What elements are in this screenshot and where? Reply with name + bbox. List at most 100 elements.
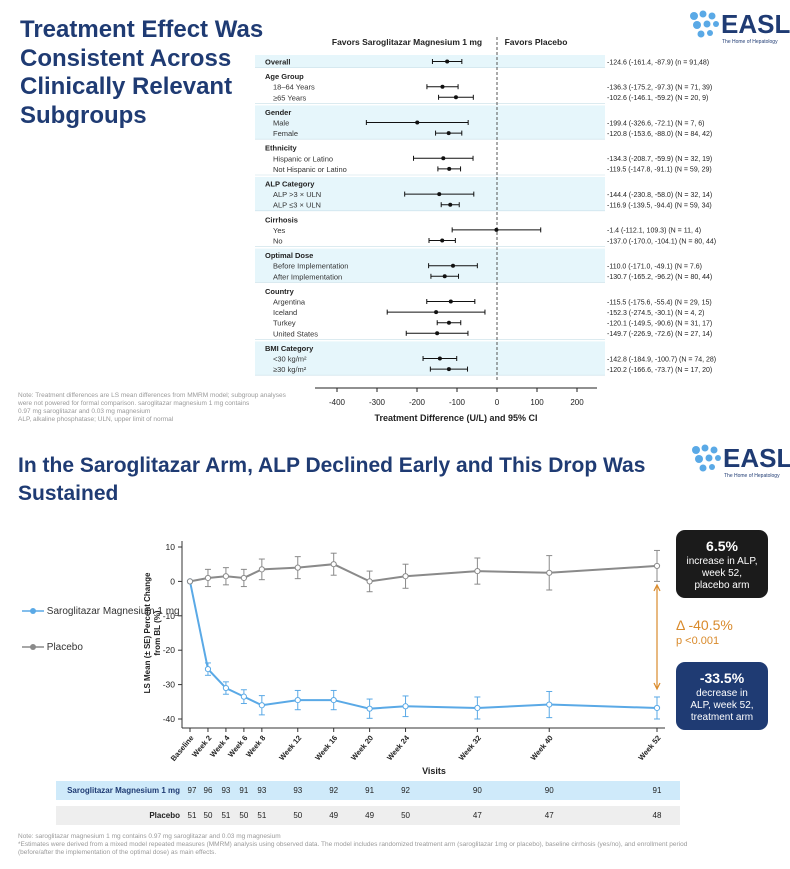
slide2-note: Note: saroglitazar magnesium 1 mg contai… [18,833,778,857]
group-band [255,55,605,68]
y-tick-label: 10 [166,542,176,552]
note-line: 0.97 mg saroglitazar and 0.03 mg magnesi… [18,408,151,415]
data-point [402,573,409,580]
point-estimate [448,299,453,304]
subgroup-label: ALP ≤3 × ULN [273,201,321,210]
estimate-text: -102.6 (-146.1, -59.2) (N = 20, 9) [607,95,708,102]
legend-line-icon [22,644,44,651]
callout-placebo: 6.5% increase in ALP, week 52, placebo a… [676,530,768,598]
point-estimate [434,310,439,315]
point-estimate [448,202,453,207]
estimate-text: -149.7 (-226.9, -72.6) (N = 27, 14) [607,331,712,338]
data-point [330,696,337,704]
estimate-text: -199.4 (-326.6, -72.1) (N = 7, 6) [607,120,704,127]
table-row: Saroglitazar Magnesium 1 mg 97 96 93 91 93 93… [56,781,680,800]
legend-label: Placebo [46,642,83,653]
legend-item-placebo: Placebo [22,642,83,653]
callout-value: 6.5% [706,538,738,554]
y-axis-title-line: from BL (%) [153,610,162,656]
point-estimate [440,238,445,243]
estimate-text: -120.2 (-166.6, -73.7) (N = 17, 20) [607,367,712,374]
table-cell: 50 [239,811,249,820]
series-line-placebo [189,563,658,583]
table-cell: 91 [239,786,249,795]
estimate-text: -136.3 (-175.2, -97.3) (N = 71, 39) [607,85,712,92]
x-axis-title: Visits [422,766,446,776]
group-header: Optimal Dose [265,251,313,260]
callout-line: ALP, week 52, [690,700,754,711]
subgroup-label: ≥30 kg/m² [273,365,307,374]
estimate-text: -152.3 (-274.5, -30.1) (N = 4, 2) [607,310,704,317]
subgroup-label: Yes [273,226,285,235]
point-estimate [440,84,445,89]
data-point [366,705,373,712]
point-estimate [453,95,458,100]
point-estimate [441,156,446,161]
x-tick-label: 0 [495,398,500,407]
favors-left-label: Favors Saroglitazar Magnesium 1 mg [332,37,482,47]
callout-treatment: -33.5% decrease in ALP, week 52, treatme… [676,662,768,730]
table-cell: 93 [221,786,231,795]
delta-value: Δ -40.5% [676,617,733,633]
delta-arrow-head [653,682,661,691]
group-header: Ethnicity [265,144,297,153]
table-cell: 96 [203,786,213,795]
subgroup-label: United States [273,329,318,338]
subgroup-label: Turkey [273,319,296,328]
x-tick-label: Week 24 [385,733,412,762]
x-tick-label: -100 [449,398,466,407]
x-axis-title: Treatment Difference (U/L) and 95% CI [374,413,537,423]
p-value: p <0.001 [676,635,720,647]
data-point [258,702,265,709]
point-estimate [451,263,455,268]
note-line: Note: Treatment differences are LS mean … [18,392,286,399]
group-header: Gender [265,108,291,117]
x-tick-label: 100 [530,398,544,407]
table-cell: 48 [652,811,662,820]
data-point [294,696,301,704]
table-cell: 91 [652,786,662,795]
table-cell: 92 [329,786,339,795]
delta-annotation: Δ -40.5% p <0.001 [676,617,733,647]
table-cell: 90 [544,786,554,795]
data-point [240,574,247,582]
easl-logo: EASL The Home of Hepatology [690,443,790,484]
group-header: Overall [265,58,290,67]
point-estimate [494,227,499,232]
subgroup-label: Argentina [273,298,306,307]
logo-text: EASL [723,443,790,473]
subgroup-label: Before Implementation [273,262,348,271]
estimate-text: -1.4 (-112.1, 109.3) (N = 11, 4) [607,228,701,235]
delta-arrow-head [653,583,661,592]
x-tick-label: Baseline [169,734,196,763]
point-estimate [437,192,442,197]
group-header: ALP Category [265,180,315,189]
note-line: Note: saroglitazar magnesium 1 mg contai… [18,833,281,840]
logo-tagline: The Home of Hepatology [724,473,780,479]
point-estimate [446,320,451,325]
section-title: In the Saroglitazar Arm, ALP Declined Ea… [18,454,646,505]
estimate-text: -115.5 (-175.6, -55.4) (N = 29, 15) [607,299,712,306]
table-cell: 91 [365,786,375,795]
series-line-saroglitazar [189,581,658,710]
point-estimate [442,274,447,279]
estimate-text: -137.0 (-170.0, -104.1) (N = 80, 44) [607,238,716,245]
x-tick-label: -300 [369,398,386,407]
subgroup-label: <30 kg/m² [273,355,307,364]
table-row: Placebo 51 50 51 50 51 50 49 49 50 47 47 48 [56,806,680,825]
point-estimate [447,166,452,171]
estimate-text: -130.7 (-165.2, -96.2) (N = 80, 44) [607,274,712,281]
data-point [474,704,481,712]
estimate-text: -120.1 (-149.5, -90.6) (N = 31, 17) [607,321,712,328]
table-cell: 92 [401,786,410,795]
subgroup-label: ≥65 Years [273,93,307,102]
subgroup-label: Not Hispanic or Latino [273,165,347,174]
point-estimate [437,356,442,361]
x-tick-label: Week 40 [529,734,555,763]
y-tick-label: -20 [163,645,176,655]
table-cell: 97 [187,786,197,795]
callout-line: placebo arm [694,580,750,591]
point-estimate [435,331,440,336]
y-tick-label: -40 [163,714,176,724]
group-header: Age Group [265,72,304,81]
